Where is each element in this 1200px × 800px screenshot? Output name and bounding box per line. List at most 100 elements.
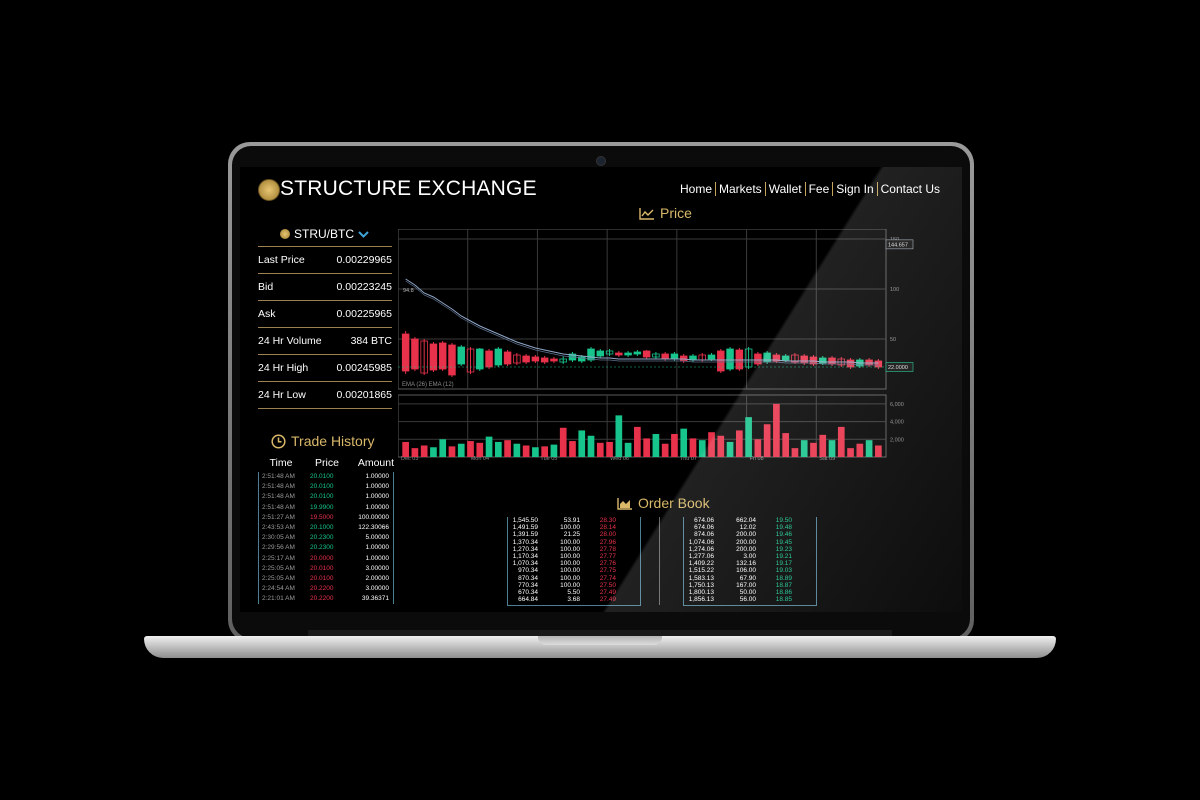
- nav-contact-us[interactable]: Contact Us: [880, 182, 940, 196]
- stat-value: 0.00245985: [336, 362, 392, 374]
- trade-amount: 1.00000: [365, 544, 390, 552]
- trade-price: 20.2300: [310, 544, 334, 552]
- volume-bar: [810, 442, 817, 457]
- chart-legend: EMA (26) EMA (12): [402, 382, 454, 388]
- order-book-buy[interactable]: 674.06 662.04 19.50 674.06 12.02 19.48 874.06 2…: [683, 517, 817, 606]
- volume-bar: [522, 445, 530, 457]
- volume-bar: [717, 435, 725, 457]
- volume-bar: [587, 435, 595, 457]
- order-book-sell[interactable]: 1,545.50 53.91 28.30 1,491.59 100.00 28.14 1,3…: [507, 517, 641, 606]
- volume-bar: [624, 442, 632, 457]
- candle-body: [763, 352, 771, 363]
- order-total: 670.34: [518, 588, 538, 596]
- nav-fee[interactable]: Fee: [806, 182, 834, 196]
- order-price: 28.30: [599, 517, 616, 524]
- candle-body: [503, 351, 512, 365]
- nav-home[interactable]: Home: [677, 182, 716, 196]
- trade-amount: 5.00000: [365, 534, 390, 542]
- candle-body: [791, 354, 799, 363]
- volume-bar: [875, 445, 882, 457]
- trade-amount: 100.00000: [358, 513, 389, 521]
- candle-body: [624, 352, 632, 356]
- volume-bar: [402, 441, 409, 457]
- candle-body: [754, 353, 762, 365]
- volume-bar: [680, 428, 688, 457]
- volume-bar: [671, 433, 678, 457]
- x-axis-label: Thu 07: [680, 456, 697, 461]
- volume-bar: [569, 441, 576, 457]
- candle-body: [494, 348, 503, 366]
- volume-tick-label: 6,000: [890, 402, 904, 408]
- volume-bar: [504, 440, 511, 457]
- candle-body: [707, 354, 716, 360]
- volume-bar: [661, 443, 669, 457]
- nav-sign-in[interactable]: Sign In: [833, 182, 878, 196]
- col-time: Time: [269, 457, 293, 469]
- candle-body: [633, 351, 642, 355]
- price-tick-label: 100: [890, 287, 899, 293]
- trade-amount: 2.00000: [365, 574, 390, 582]
- candle-body: [411, 338, 419, 370]
- order-price: 18.85: [775, 596, 792, 604]
- order-row: 1,277.06 3.00 19.21: [684, 553, 816, 560]
- trade-price: 19.9900: [310, 503, 334, 511]
- laptop-hinge: [308, 630, 892, 638]
- trade-price: 20.0100: [310, 574, 334, 582]
- volume-bar: [615, 415, 623, 457]
- order-row: 1,274.06 200.00 19.23: [684, 546, 816, 553]
- volume-bar: [457, 443, 465, 457]
- volume-bar: [420, 445, 428, 457]
- order-total: 1,583.13: [688, 574, 714, 582]
- logo-icon: [258, 179, 280, 201]
- candle-body: [661, 353, 669, 360]
- order-row: 1,409.22 132.16 19.17: [684, 560, 816, 567]
- trade-history-table[interactable]: 2:51:48 AM 20.0100 1.00000 2:51:48 AM 20.010…: [258, 472, 394, 604]
- stat-value: 0.00229965: [336, 254, 392, 266]
- order-price: 27.76: [599, 560, 616, 568]
- trade-row: 2:51:48 AM 20.0100 1.00000: [259, 472, 393, 482]
- order-amount: 56.00: [739, 596, 756, 604]
- volume-bar: [847, 448, 854, 457]
- order-row: 1,583.13 67.90 18.89: [684, 575, 816, 582]
- order-total: 870.34: [518, 574, 538, 582]
- x-axis-label: Sat 09: [819, 456, 835, 461]
- order-total: 1,370.34: [512, 538, 538, 546]
- trade-time: 2:51:48 AM: [262, 493, 295, 501]
- nav-markets[interactable]: Markets: [716, 182, 766, 196]
- order-row: 1,750.13 167.00 18.87: [684, 582, 816, 589]
- order-total: 1,409.22: [688, 560, 714, 568]
- volume-bar: [550, 444, 558, 457]
- order-price: 27.75: [599, 567, 616, 575]
- order-price: 19.46: [775, 531, 792, 539]
- nav-wallet[interactable]: Wallet: [766, 182, 806, 196]
- stat-label: Bid: [258, 281, 274, 293]
- volume-tick-label: 4,000: [890, 420, 904, 426]
- order-total: 1,070.34: [512, 560, 538, 568]
- volume-bar: [541, 446, 549, 457]
- candle-body: [587, 348, 595, 361]
- volume-bar: [708, 432, 715, 457]
- order-row: 1,370.34 100.00 27.96: [508, 539, 640, 546]
- order-price: 18.86: [775, 588, 792, 596]
- candle-body: [800, 355, 808, 364]
- trade-amount: 1.00000: [365, 503, 390, 511]
- trade-amount: 1.00000: [365, 483, 390, 491]
- stat-row: Bid 0.00223245: [258, 273, 392, 300]
- pair-selector[interactable]: STRU/BTC: [280, 227, 369, 241]
- clock-icon: [271, 433, 286, 449]
- trade-amount: 1.00000: [365, 554, 390, 562]
- market-stats: Last Price 0.00229965 Bid 0.00223245 Ask 0.…: [258, 246, 392, 409]
- x-axis-label: Tue 05: [540, 456, 557, 461]
- candle-body: [420, 340, 428, 374]
- stat-row: 24 Hr Low 0.00201865: [258, 381, 392, 409]
- trade-time: 2:51:48 AM: [262, 483, 295, 491]
- trade-amount: 3.00000: [365, 564, 390, 572]
- candle-body: [605, 350, 614, 355]
- order-total: 664.84: [518, 596, 538, 604]
- volume-bar: [485, 436, 493, 457]
- x-axis-label: Wed 06: [610, 456, 629, 461]
- volume-tick-label: 2,000: [890, 437, 904, 443]
- ema-start-label: 94.8: [403, 288, 414, 294]
- trade-price: 20.0100: [310, 483, 334, 491]
